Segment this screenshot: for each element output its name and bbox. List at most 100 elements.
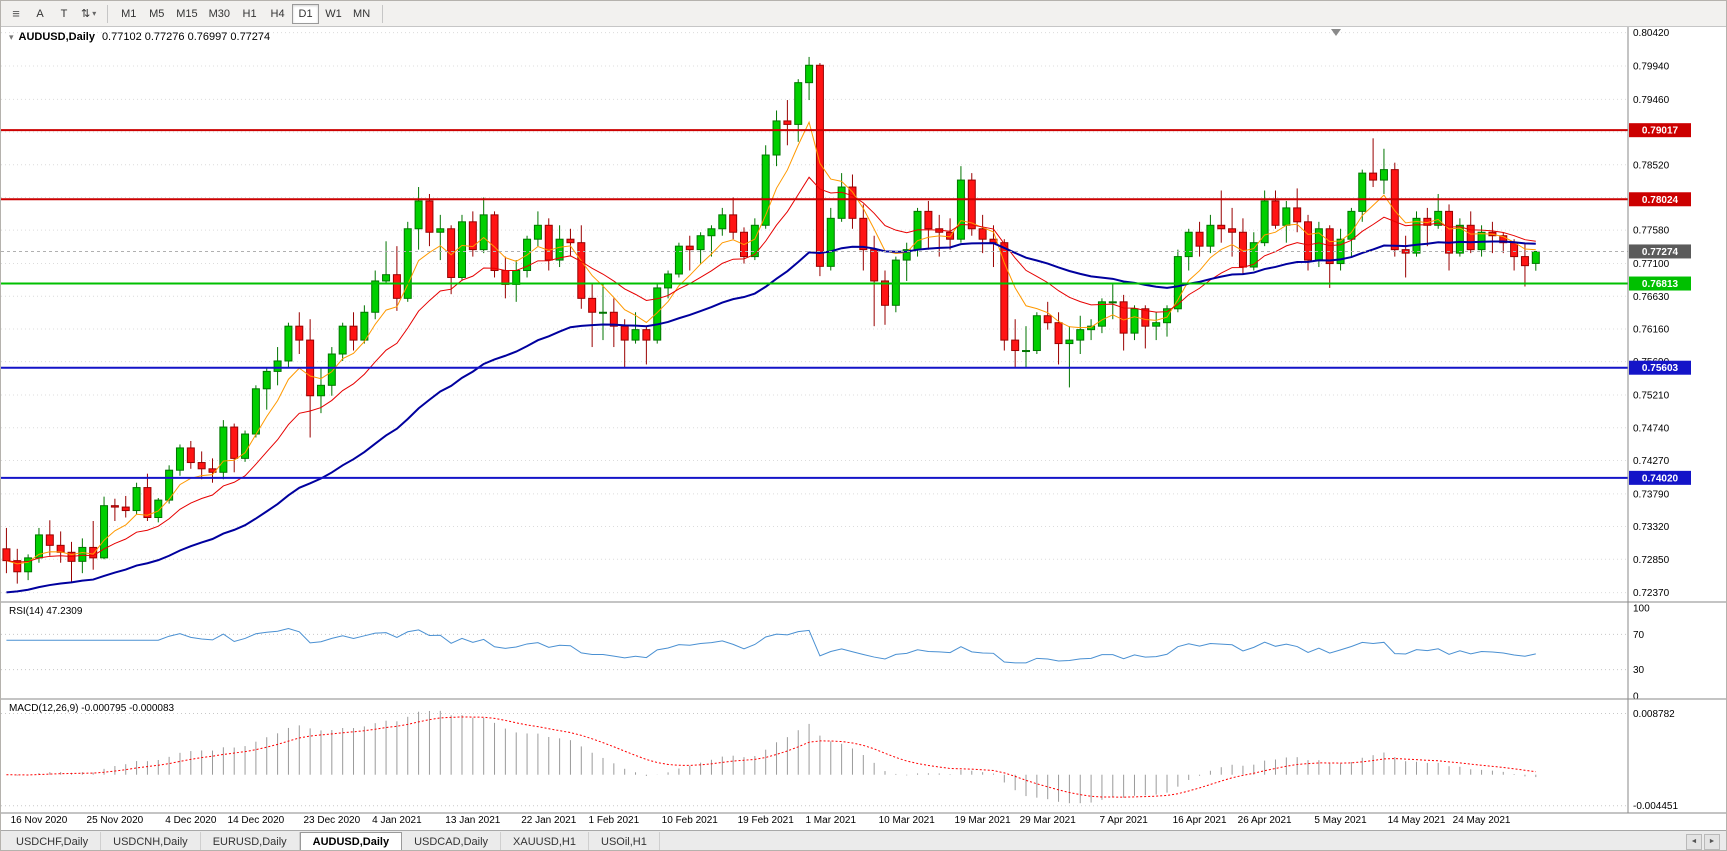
macd-signal-line [6, 716, 1536, 798]
cursor-tool-button[interactable]: A [29, 4, 51, 24]
timeframe-button-h1[interactable]: H1 [236, 4, 263, 24]
svg-text:25 Nov 2020: 25 Nov 2020 [87, 815, 144, 826]
sort-arrows-icon: ⇅ [81, 8, 91, 20]
pane-separators [1, 27, 1726, 814]
svg-text:0: 0 [1633, 692, 1639, 703]
price-level-badge-079017: 0.79017 [1629, 123, 1691, 138]
rsi-pane: 100 70 30 0 [1, 604, 1650, 703]
ma-line-14 [6, 176, 1536, 563]
tab-scroll-controls: ◄ ► [1686, 833, 1723, 850]
svg-text:0.72370: 0.72370 [1633, 588, 1670, 599]
svg-text:0.74270: 0.74270 [1633, 456, 1670, 467]
menu-icon[interactable]: ≡ [5, 4, 27, 24]
toolbar-divider [382, 4, 384, 23]
svg-text:0.78520: 0.78520 [1633, 160, 1670, 171]
symbol-tab-usdchf[interactable]: USDCHF,Daily [4, 831, 102, 850]
svg-text:0.77100: 0.77100 [1633, 259, 1670, 270]
price-level-badge-075603: 0.75603 [1629, 360, 1691, 375]
svg-text:0.80420: 0.80420 [1633, 28, 1670, 39]
svg-text:0.77580: 0.77580 [1633, 226, 1670, 237]
ma-line-40 [6, 240, 1536, 594]
timeframe-button-d1[interactable]: D1 [292, 3, 320, 24]
tab-scroll-right-button[interactable]: ► [1704, 833, 1720, 850]
svg-text:4 Jan 2021: 4 Jan 2021 [372, 815, 422, 826]
collapse-arrow-icon[interactable]: ▾ [9, 32, 14, 42]
symbol-tab-usdcad[interactable]: USDCAD,Daily [402, 831, 502, 850]
macd-histogram [16, 710, 1537, 804]
x-axis-labels[interactable]: 16 Nov 2020 25 Nov 2020 4 Dec 2020 14 Dec 2… [11, 815, 1511, 826]
chart-title: ▾ AUDUSD,Daily 0.77102 0.77276 0.76997 0.7… [9, 31, 270, 43]
svg-text:0.008782: 0.008782 [1633, 709, 1675, 720]
svg-text:1 Mar 2021: 1 Mar 2021 [805, 815, 856, 826]
chart-ohlc-values: 0.77102 0.77276 0.76997 0.77274 [101, 31, 271, 43]
timeframe-button-m15[interactable]: M15 [171, 4, 202, 24]
y-axis-labels[interactable]: 0.804200.799400.794600.789900.785200.780… [1633, 28, 1670, 599]
timeframe-button-w1[interactable]: W1 [320, 4, 347, 24]
top-toolbar: ≡ A T ⇅ ▾ M1 M5 M15 M30 H1 H4 D1 W1 MN [1, 1, 1726, 27]
symbol-tab-eurusd[interactable]: EURUSD,Daily [201, 831, 300, 850]
objects-dropdown-button[interactable]: ⇅ ▾ [77, 4, 100, 24]
svg-text:0.74740: 0.74740 [1633, 423, 1670, 434]
macd-pane: 0.008782 -0.004451 [1, 709, 1678, 812]
chart-shift-marker[interactable] [1331, 29, 1341, 36]
svg-text:29 Mar 2021: 29 Mar 2021 [1020, 815, 1077, 826]
svg-text:0.74020: 0.74020 [1642, 473, 1679, 484]
macd-indicator-label: MACD(12,26,9) -0.000795 -0.000083 [9, 703, 175, 714]
timeframe-button-m1[interactable]: M1 [115, 4, 142, 24]
moving-average-lines [6, 120, 1536, 594]
svg-text:23 Dec 2020: 23 Dec 2020 [303, 815, 360, 826]
svg-text:0.79017: 0.79017 [1642, 126, 1679, 137]
svg-text:16 Nov 2020: 16 Nov 2020 [11, 815, 68, 826]
symbol-tab-usdcnh[interactable]: USDCNH,Daily [101, 831, 201, 850]
svg-text:13 Jan 2021: 13 Jan 2021 [445, 815, 500, 826]
svg-text:24 May 2021: 24 May 2021 [1453, 815, 1511, 826]
symbol-tab-usoil[interactable]: USOil,H1 [589, 831, 660, 850]
svg-text:0.79460: 0.79460 [1633, 95, 1670, 106]
svg-text:0.79940: 0.79940 [1633, 61, 1670, 72]
grid-lines [1, 32, 1628, 594]
current-price-badge: 0.77274 [1629, 244, 1691, 259]
svg-text:0.77274: 0.77274 [1642, 247, 1679, 258]
svg-text:1 Feb 2021: 1 Feb 2021 [589, 815, 640, 826]
svg-text:0.78024: 0.78024 [1642, 195, 1679, 206]
svg-text:0.73790: 0.73790 [1633, 489, 1670, 500]
symbol-tab-xauusd[interactable]: XAUUSD,H1 [501, 831, 589, 850]
svg-text:5 May 2021: 5 May 2021 [1314, 815, 1367, 826]
svg-text:10 Feb 2021: 10 Feb 2021 [662, 815, 719, 826]
svg-text:0.76160: 0.76160 [1633, 324, 1670, 335]
timeframe-button-mn[interactable]: MN [348, 4, 375, 24]
rsi-indicator-label: RSI(14) 47.2309 [9, 606, 83, 617]
symbol-tab-audusd[interactable]: AUDUSD,Daily [299, 831, 403, 850]
text-tool-button[interactable]: T [53, 4, 75, 24]
svg-text:14 May 2021: 14 May 2021 [1388, 815, 1446, 826]
svg-text:0.72850: 0.72850 [1633, 555, 1670, 566]
ma-line-6 [6, 120, 1536, 565]
svg-text:0.75210: 0.75210 [1633, 391, 1670, 402]
price-level-badge-078024: 0.78024 [1629, 192, 1691, 207]
svg-text:0.76813: 0.76813 [1642, 279, 1679, 290]
svg-text:0.73320: 0.73320 [1633, 522, 1670, 533]
svg-text:0.75603: 0.75603 [1642, 363, 1679, 374]
chart-canvas[interactable]: 0.804200.799400.794600.789900.785200.780… [1, 1, 1727, 830]
symbol-tab-bar: USDCHF,Daily USDCNH,Daily EURUSD,Daily AUDU… [1, 830, 1726, 850]
timeframe-button-m5[interactable]: M5 [143, 4, 170, 24]
timeframe-button-m30[interactable]: M30 [204, 4, 235, 24]
symbol-tabs: USDCHF,Daily USDCNH,Daily EURUSD,Daily AUDU… [4, 831, 660, 850]
tab-scroll-left-button[interactable]: ◄ [1686, 833, 1702, 850]
svg-text:16 Apr 2021: 16 Apr 2021 [1173, 815, 1227, 826]
chart-symbol-label: AUDUSD,Daily [18, 31, 95, 43]
price-level-badge-076813: 0.76813 [1629, 276, 1691, 291]
svg-text:19 Feb 2021: 19 Feb 2021 [738, 815, 795, 826]
svg-text:19 Mar 2021: 19 Mar 2021 [955, 815, 1012, 826]
svg-text:10 Mar 2021: 10 Mar 2021 [879, 815, 936, 826]
rsi-line [6, 628, 1536, 664]
svg-text:-0.004451: -0.004451 [1633, 801, 1678, 812]
svg-text:14 Dec 2020: 14 Dec 2020 [228, 815, 285, 826]
price-level-badge-074020: 0.74020 [1629, 470, 1691, 485]
svg-text:0.76630: 0.76630 [1633, 292, 1670, 303]
chevron-down-icon: ▾ [92, 9, 97, 18]
timeframe-button-h4[interactable]: H4 [264, 4, 291, 24]
svg-text:4 Dec 2020: 4 Dec 2020 [165, 815, 217, 826]
svg-text:30: 30 [1633, 665, 1645, 676]
